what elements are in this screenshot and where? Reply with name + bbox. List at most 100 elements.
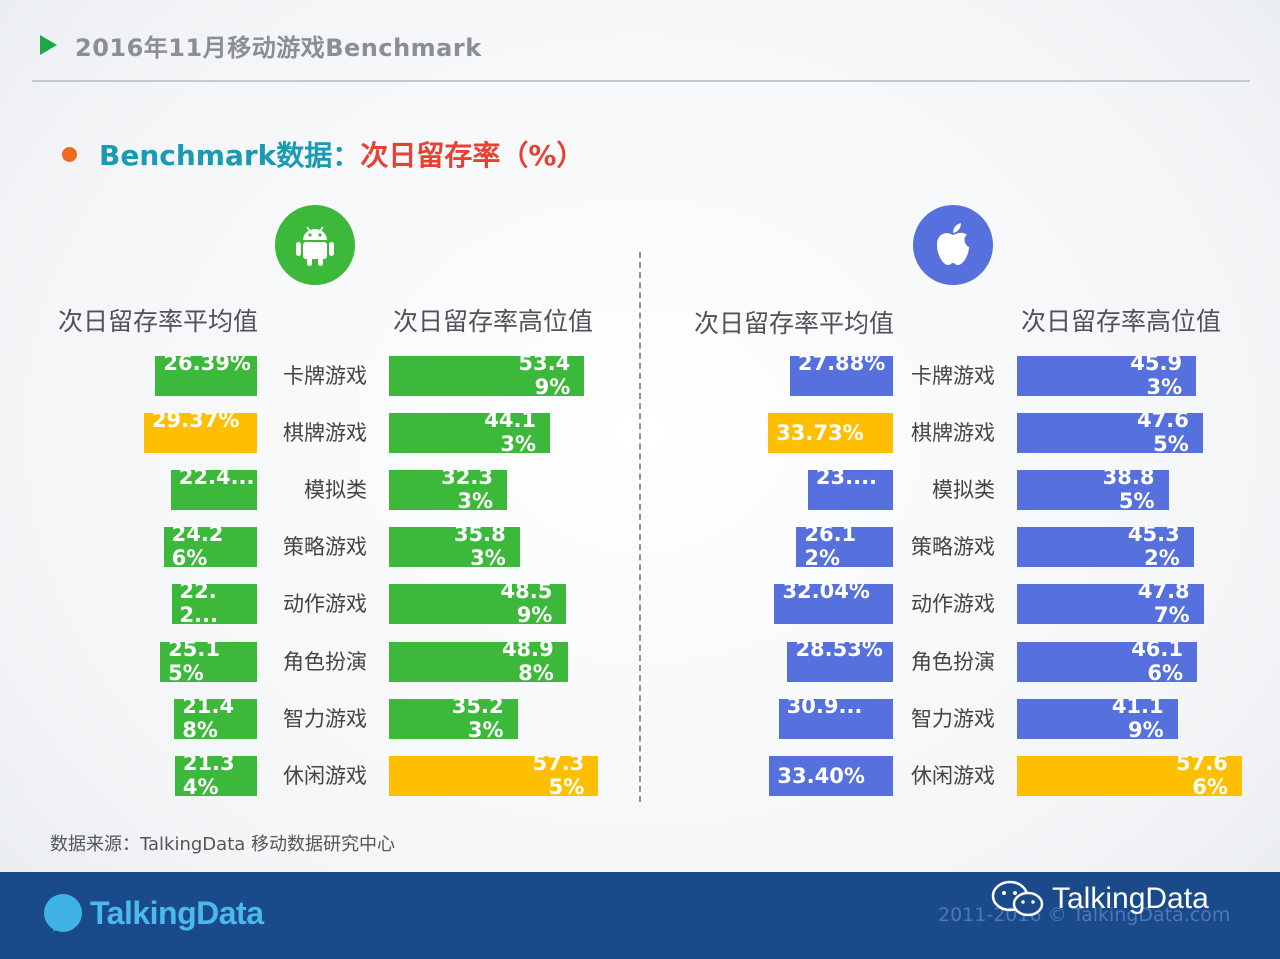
ios-avg-value: 33.73% xyxy=(776,421,864,446)
android-avg-value: 21.34% xyxy=(182,755,235,796)
data-source: 数据来源：TalkingData 移动数据研究中心 xyxy=(50,834,396,855)
subtitle-metric: 次日留存率（%） xyxy=(360,139,585,172)
ios-avg-value: 32.04% xyxy=(782,584,870,604)
android-avg-bar: 21.34% xyxy=(174,755,257,796)
android-high-value: 32.33% xyxy=(441,470,493,511)
ios-avg-bar: 33.73% xyxy=(768,413,893,454)
bullet-icon xyxy=(62,146,77,162)
android-avg-bar: 21.48% xyxy=(174,698,257,739)
android-avg-value: 29.37% xyxy=(151,413,240,433)
logo-text: TalkingData xyxy=(90,894,264,931)
android-high-bar: 57.35% xyxy=(389,755,599,796)
ios-avg-value: 27.88% xyxy=(797,356,886,375)
ios-avg-header: 次日留存率平均值 xyxy=(694,309,895,338)
android-avg-value: 25.15% xyxy=(168,641,220,682)
android-high-value: 57.35% xyxy=(532,755,585,796)
ios-avg-bar: 27.88% xyxy=(789,356,893,396)
ios-avg-value: 30.9... xyxy=(786,698,863,718)
wechat-icon xyxy=(990,880,1046,918)
android-category-label: 角色扮演 xyxy=(283,649,367,674)
android-high-value: 53.49% xyxy=(518,356,571,396)
ios-category-label: 卡牌游戏 xyxy=(911,364,995,388)
ios-high-bar: 45.32% xyxy=(1017,527,1194,568)
android-high-bar: 48.98% xyxy=(389,641,568,682)
ios-avg-bar: 23.... xyxy=(807,470,893,511)
android-high-bar: 44.13% xyxy=(389,413,551,454)
ios-avg-value: 33.40% xyxy=(777,763,865,788)
watermark-text: TalkingData xyxy=(1052,882,1209,915)
ios-category-label: 策略游戏 xyxy=(911,535,995,560)
android-category-label: 策略游戏 xyxy=(283,535,367,560)
android-high-bar: 35.23% xyxy=(389,698,518,739)
android-avg-bar: 24.26% xyxy=(163,527,257,568)
ios-avg-bar: 28.53% xyxy=(787,641,893,682)
ios-avg-bar: 33.40% xyxy=(769,755,893,796)
android-high-bar: 35.83% xyxy=(389,527,520,568)
android-category-label: 棋牌游戏 xyxy=(283,421,367,446)
ios-high-bar: 38.85% xyxy=(1017,470,1169,511)
ios-avg-value: 23.... xyxy=(815,470,878,490)
title-rule xyxy=(32,80,1250,82)
android-avg-value: 26.39% xyxy=(163,356,251,375)
android-avg-value: 21.48% xyxy=(182,698,235,739)
slide-title: 2016年11月移动游戏Benchmark xyxy=(40,28,482,62)
ios-category-label: 动作游戏 xyxy=(911,592,995,617)
android-category-label: 休闲游戏 xyxy=(283,763,367,788)
ios-high-header: 次日留存率高位值 xyxy=(1021,307,1222,336)
android-high-header: 次日留存率高位值 xyxy=(393,307,594,336)
android-high-value: 35.83% xyxy=(453,527,506,568)
play-icon xyxy=(40,35,57,55)
android-category-label: 智力游戏 xyxy=(283,706,367,731)
android-avg-bar: 29.37% xyxy=(143,413,257,454)
ios-high-value: 57.66% xyxy=(1176,755,1228,796)
ios-avg-bar: 30.9... xyxy=(778,698,893,739)
ios-high-bar: 47.65% xyxy=(1017,413,1203,454)
ios-high-value: 45.32% xyxy=(1127,527,1180,568)
ios-high-value: 45.93% xyxy=(1130,356,1183,396)
panel-divider xyxy=(639,252,641,802)
ios-category-label: 智力游戏 xyxy=(911,706,995,731)
android-category-label: 动作游戏 xyxy=(283,592,367,617)
apple-icon xyxy=(913,205,993,285)
android-category-label: 卡牌游戏 xyxy=(283,364,367,388)
ios-high-value: 41.19% xyxy=(1111,698,1164,739)
android-avg-bar: 22.4... xyxy=(170,470,257,511)
wechat-watermark: TalkingData xyxy=(990,880,1209,918)
ios-avg-bar: 32.04% xyxy=(774,584,893,625)
android-high-bar: 32.33% xyxy=(389,470,507,511)
footer-band xyxy=(0,872,1280,959)
android-avg-header: 次日留存率平均值 xyxy=(58,307,259,336)
ios-avg-value: 28.53% xyxy=(795,641,883,661)
ios-high-value: 47.65% xyxy=(1137,413,1189,454)
ios-high-bar: 46.16% xyxy=(1017,641,1198,682)
android-category-label: 模拟类 xyxy=(304,478,367,503)
ios-category-label: 角色扮演 xyxy=(911,649,995,674)
android-high-value: 48.98% xyxy=(501,641,554,682)
ios-category-label: 休闲游戏 xyxy=(911,763,995,788)
android-avg-value: 22.4... xyxy=(178,470,255,490)
ios-high-bar: 45.93% xyxy=(1017,356,1197,396)
subtitle-benchmark: Benchmark数据： xyxy=(99,139,361,172)
android-avg-bar: 26.39% xyxy=(155,356,257,396)
android-icon xyxy=(275,205,355,285)
android-avg-bar: 25.15% xyxy=(160,641,257,682)
android-high-value: 44.13% xyxy=(484,413,537,454)
ios-category-label: 模拟类 xyxy=(932,478,995,503)
talkingdata-logo: TalkingData xyxy=(44,894,264,932)
android-avg-value: 24.26% xyxy=(171,527,224,568)
ios-high-value: 38.85% xyxy=(1102,470,1155,511)
android-high-value: 35.23% xyxy=(451,698,504,739)
ios-avg-bar: 26.12% xyxy=(796,527,893,568)
android-avg-value: 22.2... xyxy=(179,584,219,625)
ios-high-value: 47.87% xyxy=(1137,584,1190,625)
android-high-value: 48.59% xyxy=(500,584,553,625)
chart-subtitle: Benchmark数据： 次日留存率（%） xyxy=(62,134,584,174)
slide-title-text: 2016年11月移动游戏Benchmark xyxy=(75,33,482,62)
logo-mark-icon xyxy=(44,894,82,932)
android-avg-bar: 22.2... xyxy=(171,584,257,625)
ios-high-value: 46.16% xyxy=(1131,641,1184,682)
ios-avg-value: 26.12% xyxy=(804,527,857,568)
ios-category-label: 棋牌游戏 xyxy=(911,421,995,446)
